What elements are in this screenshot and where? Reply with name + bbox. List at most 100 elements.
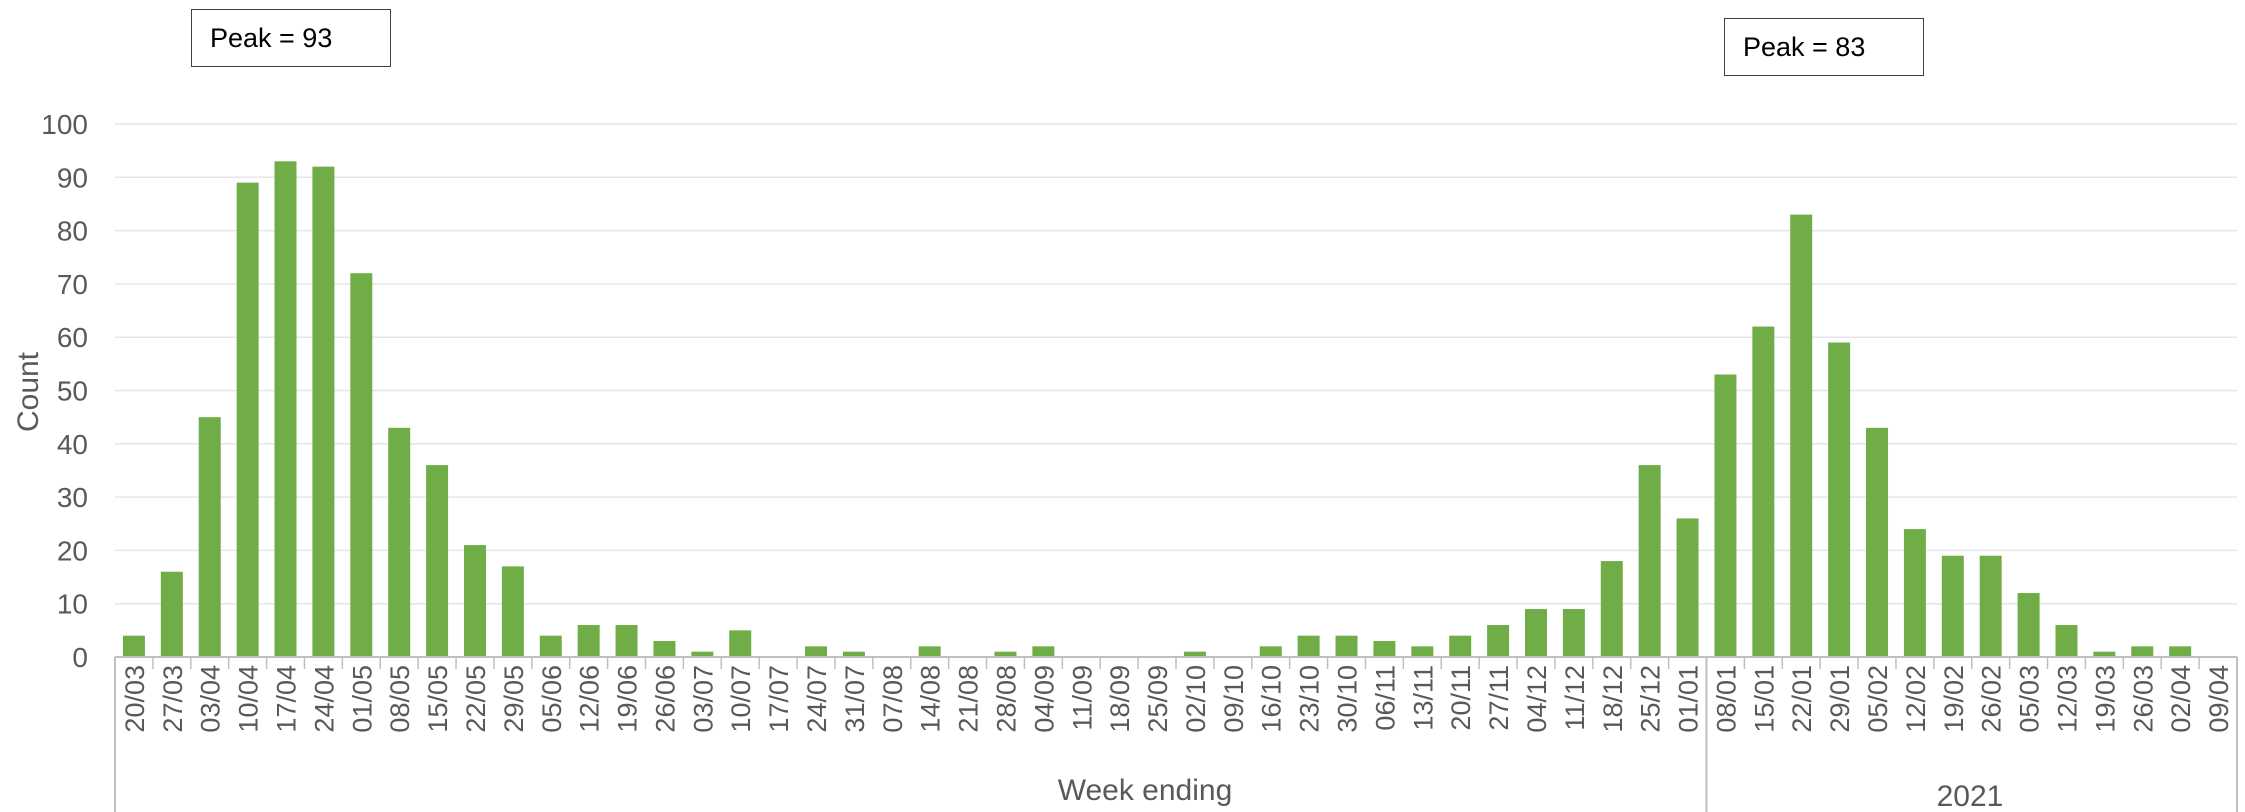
x-tick-label-22/01: 22/01 xyxy=(1787,665,1817,733)
x-tick-label-18/12: 18/12 xyxy=(1598,665,1628,733)
bar-19/06 xyxy=(615,625,638,657)
x-tick-label-02/10: 02/10 xyxy=(1181,665,1211,733)
x-tick-label-12/06: 12/06 xyxy=(575,665,605,733)
x-tick-label-11/09: 11/09 xyxy=(1067,665,1097,731)
bar-27/11 xyxy=(1487,625,1510,657)
x-tick-label-15/01: 15/01 xyxy=(1749,665,1779,733)
bar-24/04 xyxy=(312,166,335,657)
x-tick-label-28/08: 28/08 xyxy=(991,665,1021,733)
bar-28/08 xyxy=(994,651,1017,657)
x-group-label-2021: 2021 xyxy=(1937,780,2004,812)
bar-01/05 xyxy=(350,273,373,657)
bar-16/10 xyxy=(1259,646,1282,657)
y-tick-label-80: 80 xyxy=(57,216,88,247)
bar-14/08 xyxy=(918,646,941,657)
bar-15/05 xyxy=(426,465,449,657)
x-tick-label-08/01: 08/01 xyxy=(1711,665,1741,733)
x-tick-label-26/03: 26/03 xyxy=(2128,665,2158,733)
x-tick-label-30/10: 30/10 xyxy=(1333,665,1363,733)
x-tick-label-19/06: 19/06 xyxy=(613,665,643,733)
bar-30/10 xyxy=(1335,635,1358,657)
bar-29/05 xyxy=(501,566,524,657)
y-tick-label-100: 100 xyxy=(41,109,88,140)
x-tick-label-03/04: 03/04 xyxy=(196,665,226,733)
bars xyxy=(122,161,2192,658)
bar-15/01 xyxy=(1752,326,1775,657)
x-tick-label-10/04: 10/04 xyxy=(234,665,264,733)
x-tick-label-26/02: 26/02 xyxy=(1977,665,2007,733)
bar-25/12 xyxy=(1638,465,1661,657)
x-tick-label-04/12: 04/12 xyxy=(1522,665,1552,733)
x-tick-label-08/05: 08/05 xyxy=(385,665,415,733)
bar-22/01 xyxy=(1790,214,1813,658)
x-tick-label-17/04: 17/04 xyxy=(272,665,302,733)
bar-12/03 xyxy=(2055,625,2078,657)
y-tick-label-0: 0 xyxy=(72,642,88,673)
y-tick-label-70: 70 xyxy=(57,269,88,300)
bar-29/01 xyxy=(1828,342,1851,657)
bar-02/10 xyxy=(1183,651,1206,657)
bar-08/01 xyxy=(1714,374,1737,657)
x-tick-label-05/03: 05/03 xyxy=(2015,665,2045,733)
bar-01/01 xyxy=(1676,518,1699,657)
bar-26/02 xyxy=(1979,555,2002,657)
y-axis-ticks: 0 10 20 30 40 50 60 70 80 90 100 xyxy=(41,109,88,673)
x-tick-label-16/10: 16/10 xyxy=(1257,665,1287,733)
bar-12/06 xyxy=(577,625,600,657)
x-axis xyxy=(114,656,2238,812)
x-tick-label-07/08: 07/08 xyxy=(878,665,908,733)
bar-11/12 xyxy=(1562,609,1585,657)
x-tick-label-12/02: 12/02 xyxy=(1901,665,1931,733)
bar-22/05 xyxy=(463,545,486,657)
x-tick-label-25/09: 25/09 xyxy=(1143,665,1173,733)
bar-02/04 xyxy=(2169,646,2192,657)
bar-05/06 xyxy=(539,635,562,657)
x-tick-label-24/07: 24/07 xyxy=(802,665,832,733)
x-tick-label-31/07: 31/07 xyxy=(840,665,870,733)
x-tick-label-10/07: 10/07 xyxy=(726,665,756,733)
bar-03/04 xyxy=(198,417,221,657)
bar-12/02 xyxy=(1903,529,1926,657)
bar-03/07 xyxy=(691,651,714,657)
bar-08/05 xyxy=(388,427,411,657)
x-tick-label-14/08: 14/08 xyxy=(916,665,946,733)
x-tick-label-24/04: 24/04 xyxy=(309,665,339,733)
x-tick-label-09/10: 09/10 xyxy=(1219,665,1249,733)
x-tick-label-18/09: 18/09 xyxy=(1105,665,1135,733)
bar-24/07 xyxy=(805,646,828,657)
peak-annotation-1: Peak = 93 xyxy=(191,9,391,67)
x-tick-label-15/05: 15/05 xyxy=(423,665,453,733)
x-tick-label-03/07: 03/07 xyxy=(688,665,718,733)
x-tick-label-26/06: 26/06 xyxy=(650,665,680,733)
bar-19/03 xyxy=(2093,651,2116,657)
x-tick-label-01/01: 01/01 xyxy=(1674,665,1704,733)
x-tick-label-23/10: 23/10 xyxy=(1295,665,1325,733)
bar-06/11 xyxy=(1373,641,1396,657)
x-tick-label-19/03: 19/03 xyxy=(2090,665,2120,733)
x-tick-label-05/06: 05/06 xyxy=(537,665,567,733)
bar-26/03 xyxy=(2131,646,2154,657)
bar-19/02 xyxy=(1941,555,1964,657)
x-tick-label-13/11: 13/11 xyxy=(1408,665,1438,731)
x-tick-label-11/12: 11/12 xyxy=(1560,665,1590,731)
y-tick-label-90: 90 xyxy=(57,162,88,193)
y-tick-label-50: 50 xyxy=(57,376,88,407)
bar-04/12 xyxy=(1524,609,1547,657)
peak-annotation-2: Peak = 83 xyxy=(1724,18,1924,76)
x-tick-label-29/01: 29/01 xyxy=(1825,665,1855,733)
x-tick-label-01/05: 01/05 xyxy=(347,665,377,733)
y-axis-label: Count xyxy=(12,351,45,432)
x-tick-label-06/11: 06/11 xyxy=(1370,665,1400,731)
x-tick-label-20/11: 20/11 xyxy=(1446,665,1476,731)
bar-13/11 xyxy=(1411,646,1434,657)
bar-23/10 xyxy=(1297,635,1320,657)
x-tick-label-17/07: 17/07 xyxy=(764,665,794,733)
x-tick-label-25/12: 25/12 xyxy=(1636,665,1666,733)
bar-26/06 xyxy=(653,641,676,657)
bar-27/03 xyxy=(160,571,183,657)
x-tick-label-09/04: 09/04 xyxy=(2204,665,2234,733)
bar-31/07 xyxy=(842,651,865,657)
x-tick-label-02/04: 02/04 xyxy=(2166,665,2196,733)
bar-20/11 xyxy=(1449,635,1472,657)
